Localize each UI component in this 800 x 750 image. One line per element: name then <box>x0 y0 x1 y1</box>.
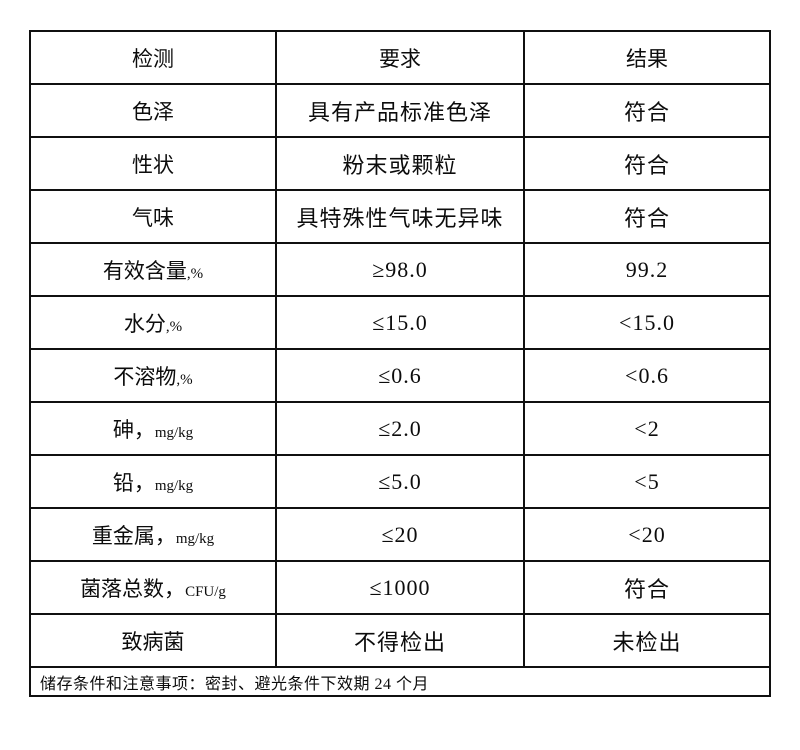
result-cell: 符合 <box>523 189 771 244</box>
requirement-cell: ≤0.6 <box>275 348 525 403</box>
test-name-label: 铅， <box>112 470 155 495</box>
result-cell: 符合 <box>523 560 771 615</box>
test-name-cell: 色泽 <box>29 83 277 138</box>
test-unit-label: CFU/g <box>185 583 226 600</box>
result-cell: <5 <box>523 454 771 509</box>
table-row: 性状 粉末或颗粒 符合 <box>29 136 771 191</box>
test-unit-label: ,% <box>186 265 204 282</box>
header-requirement: 要求 <box>275 30 525 85</box>
table-row: 有效含量,% ≥98.0 99.2 <box>29 242 771 297</box>
test-unit-label: mg/kg <box>154 424 194 441</box>
requirement-cell: 具有产品标准色泽 <box>275 83 525 138</box>
requirement-cell: ≤15.0 <box>275 295 525 350</box>
test-name-label: 水分 <box>123 311 166 336</box>
table-row: 不溶物,% ≤0.6 <0.6 <box>29 348 771 403</box>
result-cell: 未检出 <box>523 613 771 668</box>
result-cell: 99.2 <box>523 242 771 297</box>
test-name-label: 有效含量 <box>102 258 187 283</box>
requirement-cell: ≥98.0 <box>275 242 525 297</box>
storage-note: 储存条件和注意事项：密封、避光条件下效期 24 个月 <box>29 666 771 697</box>
header-test: 检测 <box>29 30 277 85</box>
result-cell: <15.0 <box>523 295 771 350</box>
test-name-cell: 菌落总数，CFU/g <box>29 560 277 615</box>
table-row: 砷，mg/kg ≤2.0 <2 <box>29 401 771 456</box>
requirement-cell: ≤2.0 <box>275 401 525 456</box>
requirement-cell: 粉末或颗粒 <box>275 136 525 191</box>
table-row: 菌落总数，CFU/g ≤1000 符合 <box>29 560 771 615</box>
result-cell: 符合 <box>523 136 771 191</box>
result-cell: 符合 <box>523 83 771 138</box>
result-cell: <2 <box>523 401 771 456</box>
header-result: 结果 <box>523 30 771 85</box>
table-row: 水分,% ≤15.0 <15.0 <box>29 295 771 350</box>
test-name-label: 砷， <box>112 417 155 442</box>
test-name-cell: 砷，mg/kg <box>29 401 277 456</box>
requirement-cell: ≤5.0 <box>275 454 525 509</box>
test-name-cell: 致病菌 <box>29 613 277 668</box>
test-name-label: 致病菌 <box>121 629 185 654</box>
requirement-cell: ≤1000 <box>275 560 525 615</box>
test-unit-label: mg/kg <box>175 530 215 547</box>
test-name-cell: 不溶物,% <box>29 348 277 403</box>
test-name-cell: 气味 <box>29 189 277 244</box>
inspection-certificate-document: 检测 要求 结果 色泽 具有产品标准色泽 符合 性状 粉末或颗粒 符合 气味 具特殊性气味无异… <box>29 30 771 697</box>
test-unit-label: mg/kg <box>154 477 194 494</box>
table-row: 色泽 具有产品标准色泽 符合 <box>29 83 771 138</box>
header-row: 检测 要求 结果 <box>29 30 771 85</box>
table-row: 致病菌 不得检出 未检出 <box>29 613 771 668</box>
requirement-cell: ≤20 <box>275 507 525 562</box>
inspection-table: 检测 要求 结果 色泽 具有产品标准色泽 符合 性状 粉末或颗粒 符合 气味 具特殊性气味无异… <box>29 30 771 697</box>
test-name-label: 菌落总数， <box>80 576 186 601</box>
test-unit-label: ,% <box>165 318 183 335</box>
requirement-cell: 具特殊性气味无异味 <box>275 189 525 244</box>
footer-row: 储存条件和注意事项：密封、避光条件下效期 24 个月 <box>29 666 771 697</box>
table-body: 色泽 具有产品标准色泽 符合 性状 粉末或颗粒 符合 气味 具特殊性气味无异味 符合 有效含量,%… <box>29 83 771 668</box>
table-row: 铅，mg/kg ≤5.0 <5 <box>29 454 771 509</box>
test-name-label: 重金属， <box>91 523 176 548</box>
requirement-cell: 不得检出 <box>275 613 525 668</box>
test-name-label: 性状 <box>132 152 174 177</box>
table-row: 气味 具特殊性气味无异味 符合 <box>29 189 771 244</box>
test-name-label: 气味 <box>132 205 174 230</box>
test-unit-label: ,% <box>176 371 193 388</box>
test-name-label: 不溶物 <box>113 364 177 389</box>
test-name-cell: 有效含量,% <box>29 242 277 297</box>
test-name-cell: 重金属，mg/kg <box>29 507 277 562</box>
result-cell: <20 <box>523 507 771 562</box>
test-name-label: 色泽 <box>132 99 174 124</box>
test-name-cell: 水分,% <box>29 295 277 350</box>
test-name-cell: 性状 <box>29 136 277 191</box>
result-cell: <0.6 <box>523 348 771 403</box>
table-row: 重金属，mg/kg ≤20 <20 <box>29 507 771 562</box>
test-name-cell: 铅，mg/kg <box>29 454 277 509</box>
